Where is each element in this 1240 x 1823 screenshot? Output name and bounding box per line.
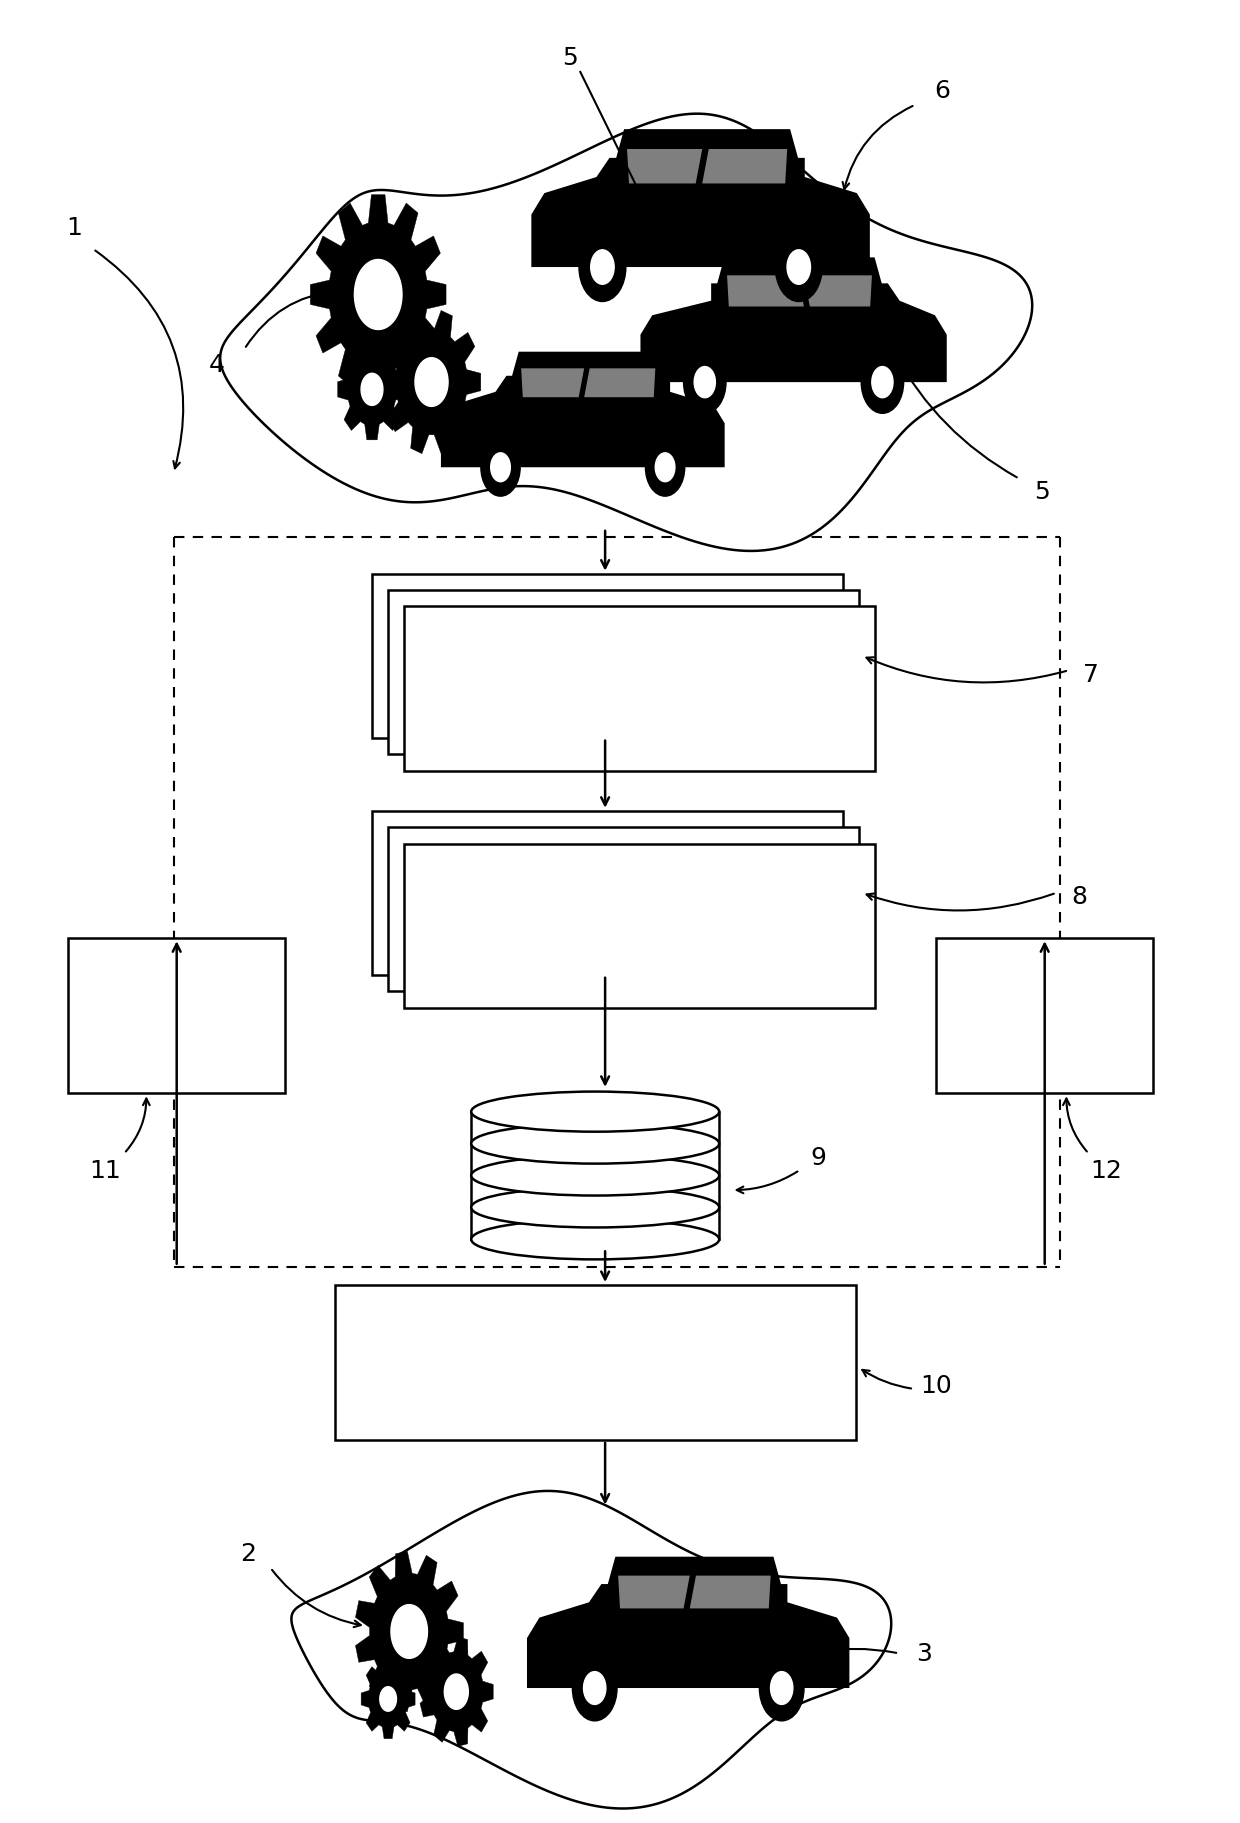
Text: 10: 10 bbox=[920, 1373, 952, 1398]
Circle shape bbox=[862, 352, 904, 414]
Ellipse shape bbox=[471, 1092, 719, 1132]
Circle shape bbox=[579, 233, 626, 303]
Polygon shape bbox=[601, 1557, 787, 1608]
Text: 7: 7 bbox=[1084, 662, 1099, 687]
Circle shape bbox=[573, 1655, 618, 1721]
Polygon shape bbox=[356, 1551, 464, 1712]
Ellipse shape bbox=[471, 1220, 719, 1260]
Polygon shape bbox=[337, 339, 407, 441]
Polygon shape bbox=[361, 1659, 415, 1739]
Text: 12: 12 bbox=[1090, 1158, 1122, 1183]
Polygon shape bbox=[420, 1637, 494, 1746]
Polygon shape bbox=[391, 1604, 428, 1659]
Polygon shape bbox=[221, 115, 1032, 552]
Bar bbox=[372, 811, 843, 975]
Polygon shape bbox=[310, 195, 446, 396]
Bar bbox=[404, 607, 875, 771]
Polygon shape bbox=[379, 1686, 397, 1712]
Polygon shape bbox=[584, 368, 656, 397]
Polygon shape bbox=[444, 1674, 469, 1710]
Circle shape bbox=[787, 252, 811, 284]
Text: 1: 1 bbox=[67, 215, 82, 241]
Bar bbox=[388, 828, 859, 992]
Polygon shape bbox=[702, 149, 787, 184]
Polygon shape bbox=[627, 149, 702, 184]
Circle shape bbox=[481, 439, 520, 498]
Text: 5: 5 bbox=[1034, 479, 1049, 505]
Circle shape bbox=[655, 454, 675, 483]
Polygon shape bbox=[382, 312, 481, 454]
Ellipse shape bbox=[471, 1123, 719, 1165]
Polygon shape bbox=[415, 359, 448, 407]
Circle shape bbox=[646, 439, 684, 498]
Polygon shape bbox=[361, 374, 383, 407]
Bar bbox=[404, 844, 875, 1008]
Polygon shape bbox=[291, 1491, 892, 1808]
Bar bbox=[388, 591, 859, 755]
Polygon shape bbox=[609, 129, 805, 184]
Text: 6: 6 bbox=[935, 78, 950, 104]
Text: 5: 5 bbox=[563, 46, 578, 71]
Circle shape bbox=[770, 1672, 792, 1705]
Polygon shape bbox=[689, 1575, 771, 1608]
Text: 4: 4 bbox=[210, 352, 224, 377]
Ellipse shape bbox=[471, 1156, 719, 1196]
Polygon shape bbox=[521, 368, 584, 397]
Bar bbox=[335, 1285, 856, 1440]
Circle shape bbox=[694, 368, 715, 399]
Polygon shape bbox=[712, 259, 888, 306]
Polygon shape bbox=[640, 284, 947, 383]
Circle shape bbox=[584, 1672, 606, 1705]
Polygon shape bbox=[506, 352, 670, 397]
Circle shape bbox=[759, 1655, 804, 1721]
Text: 11: 11 bbox=[89, 1158, 122, 1183]
Polygon shape bbox=[619, 1575, 689, 1608]
Circle shape bbox=[683, 352, 725, 414]
Circle shape bbox=[872, 368, 893, 399]
Polygon shape bbox=[527, 1584, 849, 1688]
Text: 9: 9 bbox=[811, 1145, 826, 1170]
Bar bbox=[936, 939, 1153, 1094]
Polygon shape bbox=[531, 159, 870, 268]
Polygon shape bbox=[355, 261, 402, 330]
Circle shape bbox=[491, 454, 511, 483]
Polygon shape bbox=[727, 277, 804, 308]
Text: 3: 3 bbox=[916, 1641, 931, 1666]
Text: 8: 8 bbox=[1071, 884, 1086, 910]
Circle shape bbox=[775, 233, 822, 303]
Polygon shape bbox=[804, 277, 872, 308]
Ellipse shape bbox=[471, 1189, 719, 1229]
Bar bbox=[372, 574, 843, 738]
Bar bbox=[68, 939, 285, 1094]
Circle shape bbox=[590, 252, 614, 284]
Text: 2: 2 bbox=[241, 1540, 255, 1566]
Bar bbox=[471, 1112, 719, 1240]
Polygon shape bbox=[441, 377, 724, 469]
